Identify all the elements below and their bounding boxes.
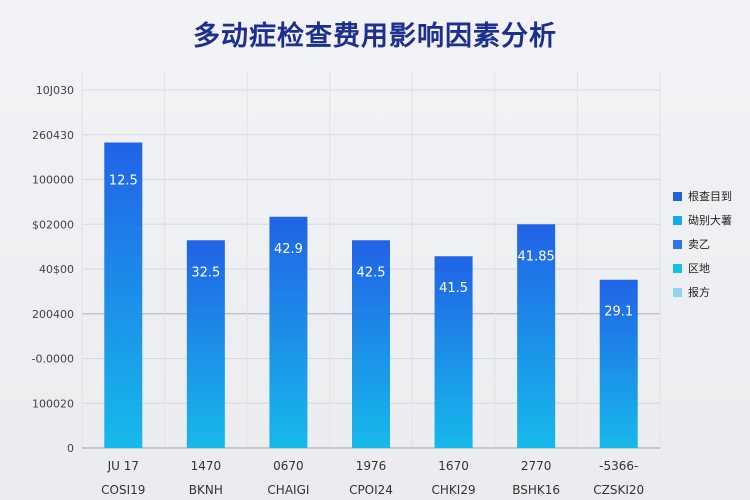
x-tick-labels: JU 17 COSI19 1470 BKNH 0670 CHAIGI 1976 CPOI24 1… [101,459,644,497]
legend-label: 根查目到 [688,190,732,203]
y-tick-labels: 10J030 260430 100000 $02000 40$00 200400 -0.00… [32,84,74,455]
bar [352,240,390,448]
x-tick-label-top: 0670 [273,459,304,473]
x-tick-label-bottom: COSI19 [101,483,145,497]
y-tick-label: 100000 [32,174,74,187]
x-tick-label-top: 2770 [521,459,552,473]
y-tick-label: 0 [67,442,74,455]
y-tick-label: $02000 [32,218,74,231]
bar-data-label: 29.1 [604,305,633,320]
x-tick-label-bottom: CZSKI20 [593,483,644,497]
x-tick-label-top: -5366- [599,459,638,473]
legend-item: 根查目到 [673,184,748,208]
legend-swatch [673,239,682,249]
legend-label: 䂶别大薯 [688,214,732,227]
legend-swatch [673,263,682,273]
bars-layer: 12.5 32.5 42.9 42.5 41.5 41.85 29.1 [104,142,638,448]
x-tick-label-top: 1976 [356,459,387,473]
y-tick-label: 200400 [32,308,74,321]
x-tick-label-bottom: CHAIGI [267,483,309,497]
bar-data-label: 32.5 [191,265,220,280]
y-tick-label: -0.0000 [32,353,74,366]
legend-label: 报方 [688,286,710,299]
y-tick-label: 260430 [32,129,74,142]
x-tick-label-bottom: CHKI29 [432,483,476,497]
x-tick-label-bottom: BSHK16 [512,483,560,497]
y-tick-label: 40$00 [39,263,74,276]
y-tick-label: 100020 [32,397,74,410]
bar-data-label: 41.5 [439,281,468,296]
bar-data-label: 42.9 [274,242,303,257]
x-tick-label-bottom: BKNH [189,483,223,497]
legend-label: 区地 [688,262,710,275]
legend: 根查目到䂶别大薯卖乙区地报方 [673,184,748,304]
legend-swatch [673,191,682,201]
bar [186,240,225,448]
legend-label: 卖乙 [688,238,710,251]
legend-item: 卖乙 [673,232,748,256]
grid-layer [81,72,661,449]
bar-data-label: 41.85 [518,249,555,264]
y-tick-label: 10J030 [36,84,74,97]
bar-data-label: 42.5 [357,265,386,280]
chart-title: 多动症检查费用影响因素分析 [193,21,557,52]
legend-item: 䂶别大薯 [673,208,748,232]
legend-item: 报方 [673,280,748,304]
bar [599,279,638,448]
x-tick-label-top: 1470 [191,459,222,473]
x-tick-label-bottom: CPOI24 [349,483,393,497]
bar [517,224,556,448]
bar [269,216,308,448]
x-tick-label-top: JU 17 [107,459,139,473]
bar [104,142,143,448]
legend-item: 区地 [673,256,748,280]
legend-swatch [673,215,682,225]
bar [434,256,473,448]
x-tick-label-top: 1670 [438,459,469,473]
bar-data-label: 12.5 [109,174,138,189]
legend-swatch [673,287,682,297]
